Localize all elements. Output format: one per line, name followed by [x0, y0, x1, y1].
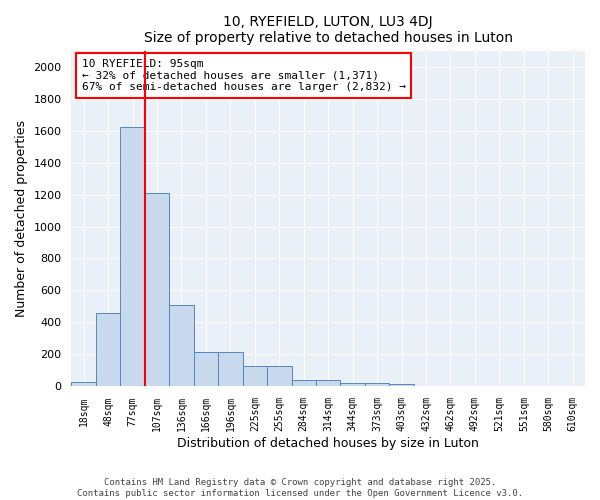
Bar [71, 382, 96, 386]
Bar [365, 384, 389, 386]
Bar [145, 193, 169, 386]
Bar [194, 352, 218, 386]
Text: Contains HM Land Registry data © Crown copyright and database right 2025.
Contai: Contains HM Land Registry data © Crown c… [77, 478, 523, 498]
Bar [292, 380, 316, 386]
Bar [96, 313, 121, 386]
Bar [340, 384, 365, 386]
X-axis label: Distribution of detached houses by size in Luton: Distribution of detached houses by size … [177, 437, 479, 450]
Bar [169, 305, 194, 386]
Bar [242, 366, 267, 386]
Bar [267, 366, 292, 386]
Bar [389, 384, 414, 386]
Bar [316, 380, 340, 386]
Text: 10 RYEFIELD: 95sqm
← 32% of detached houses are smaller (1,371)
67% of semi-deta: 10 RYEFIELD: 95sqm ← 32% of detached hou… [82, 59, 406, 92]
Title: 10, RYEFIELD, LUTON, LU3 4DJ
Size of property relative to detached houses in Lut: 10, RYEFIELD, LUTON, LU3 4DJ Size of pro… [144, 15, 513, 45]
Bar [121, 128, 145, 386]
Y-axis label: Number of detached properties: Number of detached properties [15, 120, 28, 317]
Bar [218, 352, 242, 386]
